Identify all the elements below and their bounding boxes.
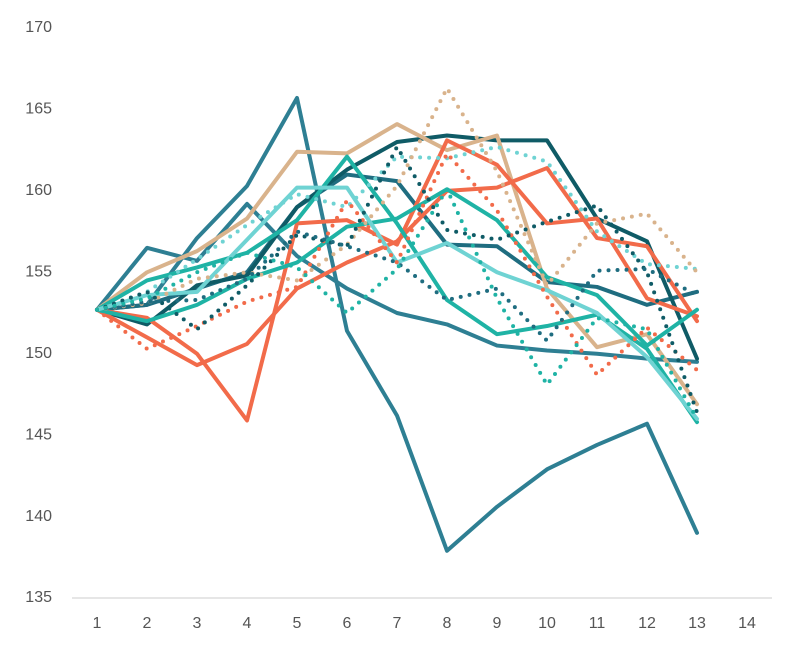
series-line [95, 144, 699, 312]
y-tick-label: 135 [25, 589, 52, 606]
series-line [95, 229, 699, 343]
x-tick-label: 8 [443, 615, 452, 632]
y-tick-label: 140 [25, 508, 52, 525]
y-tick-label: 155 [25, 264, 52, 281]
series-line [95, 172, 699, 312]
x-tick-label: 1 [93, 615, 102, 632]
x-tick-label: 13 [688, 615, 706, 632]
x-tick-label: 4 [243, 615, 252, 632]
x-tick-label: 7 [393, 615, 402, 632]
y-tick-label: 165 [25, 101, 52, 118]
x-tick-label: 12 [638, 615, 656, 632]
series-line [95, 96, 699, 553]
series-line [95, 187, 699, 421]
y-tick-label: 170 [25, 19, 52, 36]
x-tick-label: 9 [493, 615, 502, 632]
series-line [95, 138, 699, 423]
series-line [95, 144, 699, 415]
y-tick-label: 150 [25, 345, 52, 362]
series-line [95, 187, 699, 348]
x-tick-label: 5 [293, 615, 302, 632]
y-tick-label: 145 [25, 426, 52, 443]
x-tick-label: 14 [738, 615, 756, 632]
series-line [95, 133, 699, 361]
series-line [95, 201, 699, 364]
series-line [95, 122, 699, 407]
x-tick-label: 11 [589, 615, 606, 632]
x-tick-label: 6 [343, 615, 352, 632]
y-tick-label: 160 [25, 182, 52, 199]
x-tick-label: 10 [538, 615, 556, 632]
series-line [95, 151, 699, 377]
x-tick-label: 3 [193, 615, 202, 632]
series-line [95, 86, 699, 312]
x-tick-label: 2 [143, 615, 152, 632]
